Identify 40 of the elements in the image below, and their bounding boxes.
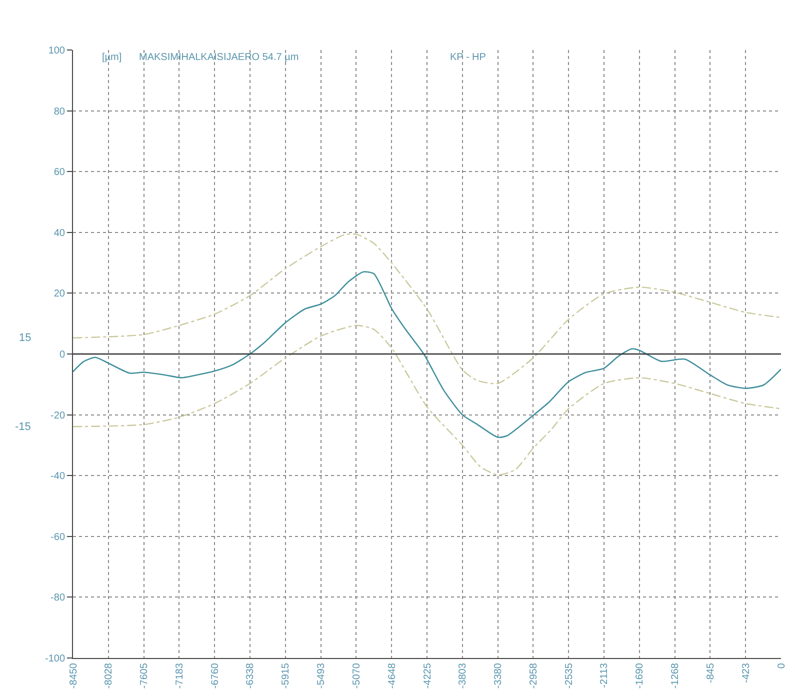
x-tick-label: -2535 [564,662,575,689]
y-tick-label: -60 [50,532,66,543]
y-axis-title: [µm] [102,52,122,63]
x-tick-label: -6338 [245,662,256,689]
line-series [73,324,781,476]
x-tick-label: -4225 [422,662,434,689]
x-tick-label: -845 [705,662,716,684]
x-tick-label: -8028 [104,662,115,689]
x-tick-label: -423 [740,662,752,684]
x-tick-label: -6760 [210,662,221,689]
x-tick-label: -2958 [528,662,540,689]
y-tick-label: 0 [59,350,66,360]
y-tick-label: 60 [54,167,66,178]
x-tick-label: -5070 [351,662,362,689]
line-series [73,234,781,384]
x-tick-label: 0 [776,662,788,669]
chart-title: MAKSIMIHALKAISIJAERO 54.7 µm [139,52,299,63]
y-tick-label: -20 [50,410,66,422]
x-tick-label: -4648 [386,662,398,689]
x-tick-label: -7605 [139,662,150,689]
y-tick-label: -100 [44,654,66,664]
y-tick-label: -40 [50,471,66,482]
y-tick-label: -80 [50,592,66,604]
y-tick-label: 80 [54,106,66,118]
x-tick-label: -3803 [458,662,469,689]
line-series [73,271,781,438]
text: 15 [19,332,32,344]
x-tick-label: -3380 [493,662,504,689]
x-tick-label: -8450 [68,662,80,689]
x-tick-label: -7183 [174,662,186,689]
x-tick-label: -1268 [670,662,682,689]
y-tick-label: 40 [54,228,66,239]
x-tick-label: -1690 [634,662,646,689]
x-tick-label: -5493 [316,662,328,689]
x-tick-label: -2113 [599,662,610,688]
y-tick-label: 100 [48,46,66,56]
chart-subtitle: KP - HP [450,52,486,63]
y-tick-label: 20 [54,288,66,300]
x-tick-label: -5915 [280,662,292,689]
text: -15 [15,421,31,433]
